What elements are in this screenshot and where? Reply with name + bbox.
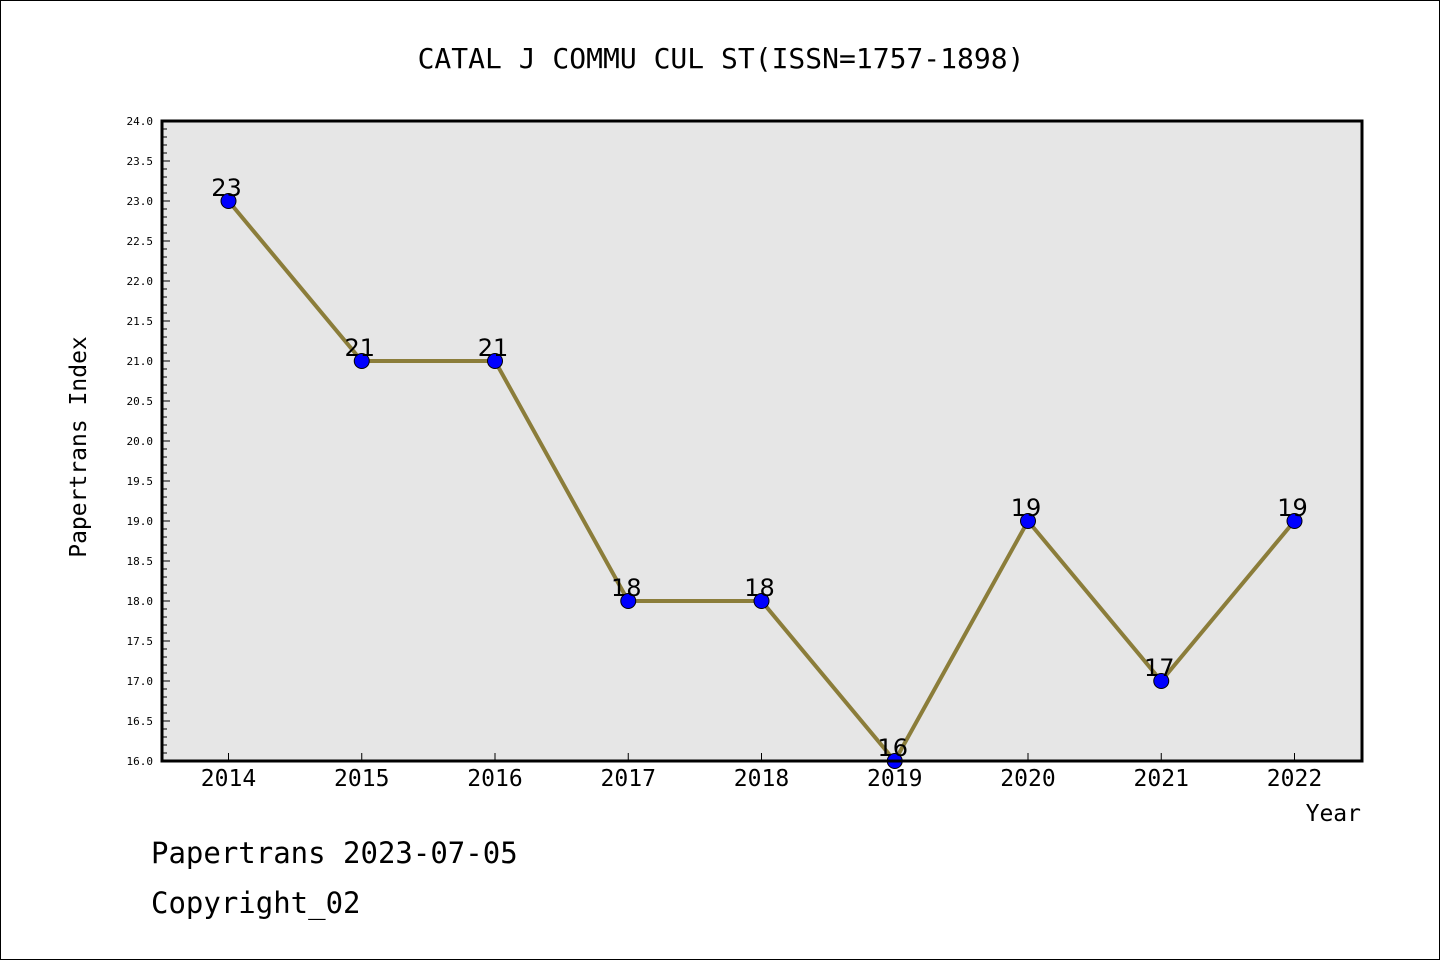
y-tick-label: 18.5 [127,555,154,568]
footer-copyright-text: Copyright_02 [151,886,361,920]
x-tick-label: 2018 [734,766,789,792]
x-tick-label: 2015 [334,766,389,792]
y-tick-label: 18.0 [127,595,154,608]
data-label: 18 [744,574,775,602]
y-tick-label: 23.0 [127,195,154,208]
x-tick-label: 2021 [1134,766,1189,792]
data-label: 18 [611,574,642,602]
y-tick-label: 23.5 [127,155,154,168]
x-tick-label: 2019 [867,766,922,792]
y-tick-label: 19.0 [127,515,154,528]
y-tick-label: 24.0 [127,115,154,128]
footer-source-text: Papertrans 2023-07-05 [151,836,518,870]
data-point-marker [353,353,370,369]
y-axis: 16.0 16.5 17.0 17.5 18.0 18.5 19.0 19.5 20.0 20.5… [127,115,170,768]
y-tick-label: 19.5 [127,475,154,488]
data-label: 23 [211,174,242,202]
plot-area [162,121,1362,761]
plot-border [160,119,1364,763]
y-tick-label: 22.5 [127,235,154,248]
data-point-marker [1286,513,1303,529]
data-label: 19 [1277,494,1308,522]
x-tick-label: 2022 [1267,766,1322,792]
data-point-marker [1153,673,1170,689]
x-axis-label: Year [1306,801,1361,827]
y-tick-label: 17.5 [127,635,154,648]
x-tick-label: 2014 [201,766,256,792]
data-label-layer: 23 21 21 18 18 16 19 17 19 [211,174,1308,762]
y-tick-label: 22.0 [127,275,154,288]
y-tick-label: 17.0 [127,675,154,688]
data-label: 21 [478,334,509,362]
x-tick-label: 2017 [601,766,656,792]
data-point-marker [1020,513,1036,529]
data-point-marker [487,353,503,369]
data-label: 21 [344,334,375,362]
y-tick-label: 20.5 [127,395,154,408]
y-tick-label: 20.0 [127,435,154,448]
y-tick-label: 21.5 [127,315,154,328]
x-tick-label: 2016 [467,766,522,792]
data-point-marker [620,593,637,609]
data-point-marker [220,193,237,209]
data-label: 19 [1011,494,1042,522]
data-label: 16 [877,734,908,762]
chart-title: CATAL J COMMU CUL ST(ISSN=1757-1898) [418,42,1025,75]
y-tick-label: 16.5 [127,715,154,728]
x-tick-label: 2020 [1000,766,1055,792]
x-axis: 2014 2015 2016 2017 2018 2019 2020 2021 2022 [201,753,1322,792]
y-tick-label: 16.0 [127,755,154,768]
y-axis-label: Papertrans Index [66,336,92,558]
data-label: 17 [1144,654,1175,682]
data-point-marker [753,593,770,609]
y-tick-label: 21.0 [127,355,154,368]
